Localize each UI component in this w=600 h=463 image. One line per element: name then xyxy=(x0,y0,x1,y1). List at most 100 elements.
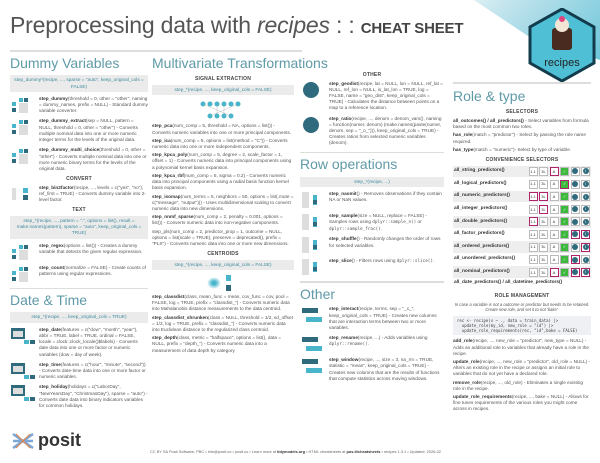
divider xyxy=(300,151,444,154)
entry-desc: - Removes observations if they contain N… xyxy=(329,190,442,202)
type-chip-1-1: 1.1 xyxy=(528,255,538,265)
factor-circle-icon xyxy=(570,179,580,189)
entry-code: dplyr::sample_n() xyxy=(372,220,417,225)
entry-update-role: update_role(recipe, ..., new_role = "pre… xyxy=(453,359,591,378)
info-icon: i xyxy=(582,206,589,213)
selector-name: all_string_predictors() xyxy=(454,168,505,174)
subheading-selectors: SELECTORS xyxy=(505,109,539,116)
entry-desc: - Standard dummy variable converter. xyxy=(39,102,148,114)
type-chip-A: A xyxy=(549,242,559,252)
selector-row: all_factor_predictors() 1.1 3L A ✓ i xyxy=(453,229,591,241)
type-chip-3L: 3L xyxy=(539,217,548,227)
type-chips: 1.1 3L A ✓ i xyxy=(528,217,590,227)
selector-name: all_factor_predictors() xyxy=(454,231,505,237)
entry-desc: - Converts numeric data into one or more… xyxy=(152,137,288,150)
entry-args: (recipe, ..., new_role = "predictor", ol… xyxy=(479,359,588,365)
entry-desc: - Creates new columns that are the resul… xyxy=(329,363,440,381)
entry-step-bin2factor: step_bin2factor(recipe, ..., levels = c(… xyxy=(10,185,148,204)
entry-args: (size = NULL, replace = FALSE) xyxy=(357,212,425,218)
type-chip-1-1: 1.1 xyxy=(528,192,538,202)
entry-name: step_shuffle xyxy=(329,236,357,242)
entry-step-naomit: step_naomit() - Removes observations if … xyxy=(300,191,444,209)
entry-desc: - Allows for fine tunes requirements of … xyxy=(453,394,589,412)
entry-args: (match = "numeric") xyxy=(473,146,515,152)
entry-text: step_interact(recipe, terms, sep = "_x_"… xyxy=(329,306,444,331)
type-chip-3L: 3L xyxy=(539,166,548,176)
entry-args: (holidays = c("LaborDay", "NewYearsDay",… xyxy=(39,384,145,396)
type-chip-1-1: 1.1 xyxy=(528,229,538,239)
role-note: In case a variable is not a outcome or p… xyxy=(454,301,590,313)
entry-desc: - Creates a dummy variable that detects … xyxy=(39,242,143,254)
type-chip-3L: 3L xyxy=(539,242,548,252)
entry-args: (recipe, lat = NULL, lon = NULL, ref_lat… xyxy=(329,80,443,105)
recipes-hex-logo: recipes xyxy=(528,8,596,82)
type-chip-A: A xyxy=(549,179,559,189)
entry-desc: - Converts multiple nominal data into on… xyxy=(39,153,147,171)
factor-circle-icon xyxy=(570,267,580,277)
entry-step-time: step_time(features = c("hour", "minute",… xyxy=(10,362,148,381)
entry-name: step_sample xyxy=(329,212,358,218)
entry-code2: dplyr::sample_frac() xyxy=(329,226,381,232)
entry-desc: - Select by passing the role name requir… xyxy=(453,132,586,144)
type-chip-1-1: 1.1 xyxy=(528,166,538,176)
entry-args: (recipe, ..., size = 3, na_rm = TRUE, st… xyxy=(329,357,434,369)
entry-args: (recipe, terms, sep = "_x_", keep_origin… xyxy=(329,306,415,318)
selector-row: all_logical_predictors() 1.1 3L A ✓ i xyxy=(453,178,591,190)
entry-text: all_outcomes() / all_predictors() - Sele… xyxy=(453,118,591,130)
entry-name: step_kpca_poly xyxy=(152,152,188,158)
entry-step-dummy-multi-choice: step_dummy_multi_choice(threshold = 0, o… xyxy=(10,147,148,172)
check-icon: ✓ xyxy=(560,242,569,252)
usage-box-date: step_*(recipe, ..., keep_original_cols =… xyxy=(10,312,148,323)
entry-name: step_bin2factor xyxy=(39,184,74,190)
entry-desc2: . xyxy=(432,258,435,264)
circle-icon xyxy=(572,218,578,225)
type-chip-3L: 3L xyxy=(539,229,548,239)
entry-desc: - Converts dummy variable into 2-level f… xyxy=(39,190,146,203)
entry-desc: - Randomly changes the order of rows for… xyxy=(329,236,441,248)
type-chip-3L: 3L xyxy=(539,204,548,214)
entry-name: step_time xyxy=(39,361,61,367)
info-icon: i xyxy=(581,179,590,189)
entry-step-slice: step_slice() - Filters rows using dplyr:… xyxy=(300,258,444,276)
entry-code: dplyr::slice() xyxy=(396,259,433,265)
entry-text: step_ratio(recipe, ..., denom = denom_va… xyxy=(329,116,444,147)
code-line: update_role_requirements(rec, "id",bake … xyxy=(457,328,578,334)
entry-desc2: . xyxy=(367,341,370,347)
entry-desc: - Uses multidimensional scaling to conve… xyxy=(152,199,291,211)
selector-table: all_string_predictors() 1.1 3L A ✓ i all_logic… xyxy=(453,165,591,288)
type-chips: 1.1 3L A ✓ i xyxy=(528,255,590,265)
entry-code: dplyr::rename() xyxy=(329,342,368,348)
entry-name: step_holiday xyxy=(39,384,68,390)
divider xyxy=(10,287,148,290)
type-chip-1-1: 1.1 xyxy=(528,179,538,189)
calendar-icon xyxy=(10,362,36,380)
entry-desc: - Creates ratios from selected numeric v… xyxy=(329,128,439,146)
entry-desc: - Converts numeric data into principal c… xyxy=(152,158,292,170)
factor-circle-icon xyxy=(570,242,580,252)
selector-row: all_numeric_predictors() 1.1 3L A ✓ i xyxy=(453,190,591,203)
entry-args: (options = list()) xyxy=(63,242,97,248)
info-icon: i xyxy=(582,218,589,225)
entry-args: (recipe, ..., levels = c("yes", "no"), r… xyxy=(39,184,144,196)
subheading-convenience: CONVENIENCE SELECTORS xyxy=(485,157,559,164)
type-chip-A: A xyxy=(549,166,559,176)
type-chip-3L: 3L xyxy=(539,179,548,189)
entry-args: step_pls(num_comp = 2, predictor_prop = … xyxy=(152,228,283,246)
selector-name: all_integer_predictors() xyxy=(454,206,508,212)
entry-text: step_depth(class, metric = "halfspace", … xyxy=(152,335,294,354)
rows-icon xyxy=(300,191,326,209)
entry-step-kpca-rbf: step_kpca_rbf(num_comp = 5, sigma = 0.2)… xyxy=(152,173,294,192)
entry-desc: - Converts date data into binary indicat… xyxy=(39,390,148,408)
entry-args: () xyxy=(351,258,355,264)
entry-name: add_role xyxy=(453,338,473,344)
entry-desc: - Select by type of variable. xyxy=(514,146,572,152)
entry-args: (class, metric = "halfspace", options = … xyxy=(152,335,282,347)
entry-name: remove_role xyxy=(453,379,481,385)
type-chips: 1.1 3L A ✓ i xyxy=(528,267,590,277)
entry-name: step_naomit xyxy=(329,190,357,196)
code-line: update_role(my_id, new_role = "id") |> xyxy=(457,322,554,328)
rows-icon xyxy=(300,213,326,231)
circle-icon xyxy=(572,168,578,175)
entry-name: step_pca xyxy=(152,123,173,129)
rows-icon xyxy=(300,236,326,254)
